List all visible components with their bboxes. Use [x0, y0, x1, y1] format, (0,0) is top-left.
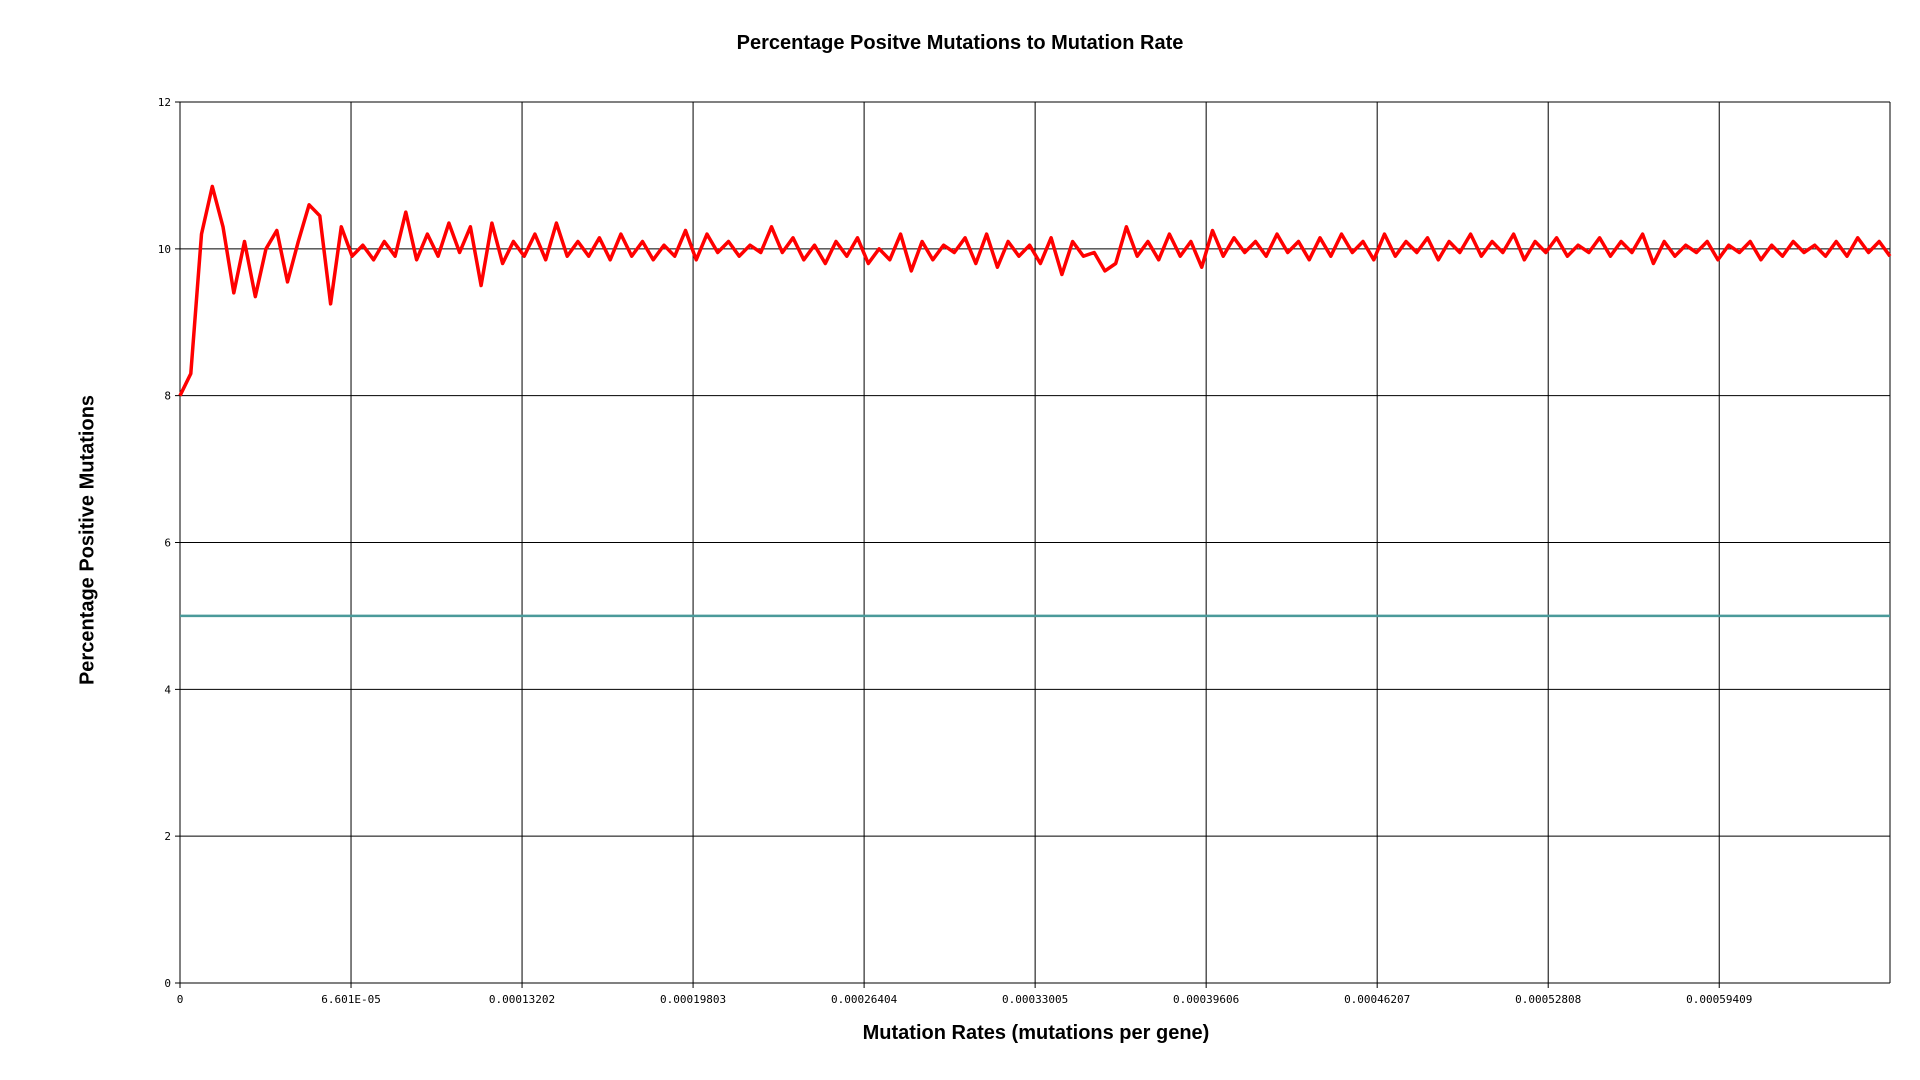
x-tick-label: 0.00019803 [660, 993, 726, 1006]
y-tick-label: 8 [164, 390, 171, 403]
x-axis-label: Mutation Rates (mutations per gene) [862, 1022, 1210, 1044]
chart-title: Percentage Positve Mutations to Mutation… [736, 32, 1184, 54]
x-tick-label: 0.00033005 [1002, 993, 1068, 1006]
x-tick-label: 0.00026404 [831, 993, 898, 1006]
x-tick-label: 0.00039606 [1173, 993, 1239, 1006]
x-tick-label: 0.00046207 [1344, 993, 1410, 1006]
y-tick-label: 12 [158, 96, 171, 109]
x-tick-label: 0.00059409 [1686, 993, 1752, 1006]
x-tick-label: 0.00013202 [489, 993, 555, 1006]
y-tick-label: 10 [158, 243, 171, 256]
x-tick-label: 6.601E-05 [321, 993, 381, 1006]
series-line [178, 184, 1892, 397]
y-tick-label: 6 [164, 537, 171, 550]
series-group [178, 184, 1892, 618]
y-tick-label: 0 [164, 977, 171, 990]
axis-ticks: 0 2 4 6 8 10 12 0 6.601E-05 0.00013202 0.00019803 0… [158, 96, 1753, 1006]
x-tick-label: 0 [177, 993, 184, 1006]
grid-lines [175, 101, 1891, 988]
x-tick-label: 0.00052808 [1515, 993, 1581, 1006]
y-tick-label: 4 [164, 683, 171, 696]
y-tick-label: 2 [164, 830, 171, 843]
